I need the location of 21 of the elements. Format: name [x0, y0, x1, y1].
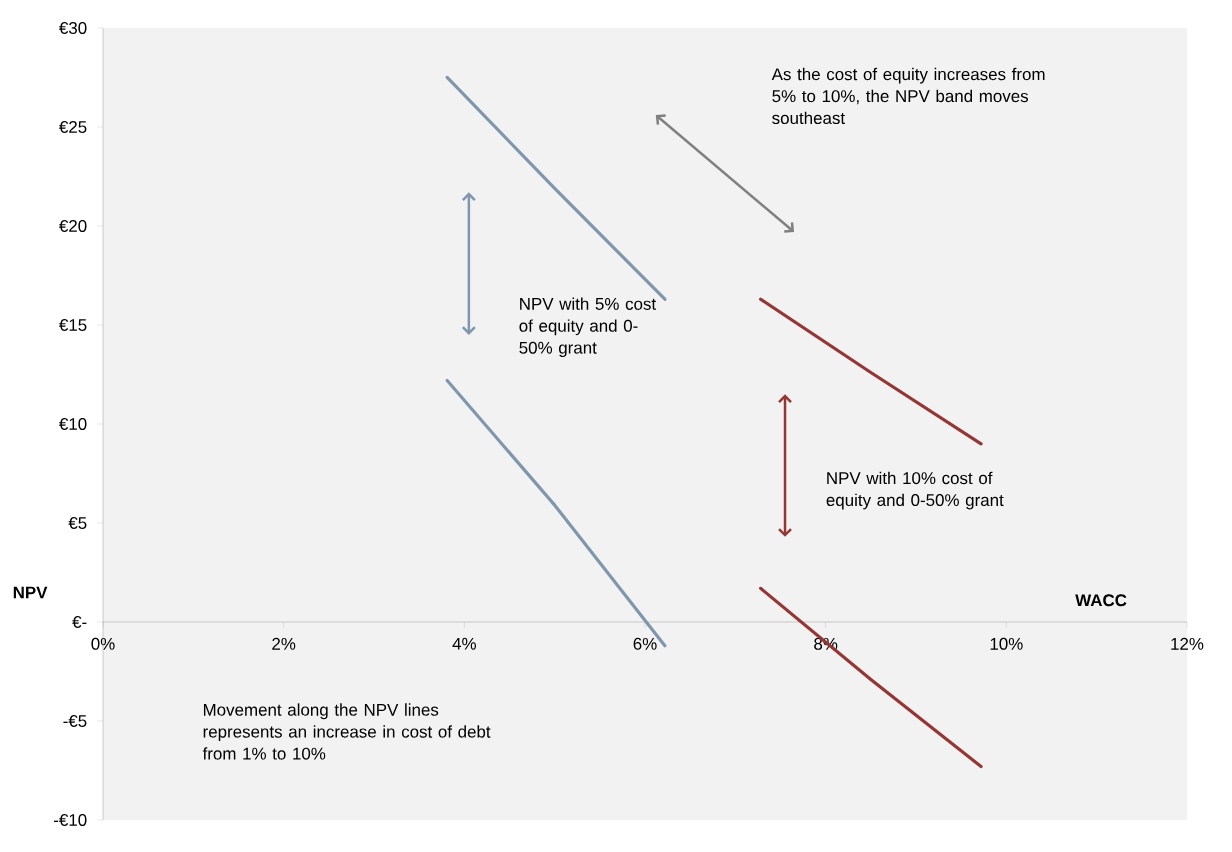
y-tick-label: -€10 [54, 813, 87, 826]
y-tick-label: €25 [59, 120, 87, 133]
y-tick-label: €30 [59, 21, 87, 34]
x-axis-title: WACC [1075, 594, 1127, 607]
annotation: NPV with 10% cost of equity and 0-50% grant [826, 471, 1004, 510]
x-tick-label: 2% [272, 637, 296, 650]
y-tick-label: €20 [59, 219, 87, 232]
annotation: As the cost of equity increases from 5% to 10%, the NPV band moves southeast [771, 67, 1045, 125]
annotation: Movement along the NPV lines represents an increase in cost of debt from 1% to 10% [202, 703, 491, 760]
y-axis-title: NPV [13, 586, 48, 599]
x-tick-label: 0% [91, 637, 115, 650]
y-tick-label: €15 [59, 318, 87, 331]
x-tick-label: 6% [633, 637, 657, 650]
y-tick-label: €10 [59, 417, 87, 430]
y-tick-label: €5 [68, 516, 87, 529]
x-tick-label: 12% [1171, 637, 1204, 650]
y-tick-label: -€5 [63, 714, 87, 727]
x-tick-label: 4% [452, 637, 476, 650]
y-tick-label: €- [72, 615, 87, 628]
x-tick-label: 10% [990, 637, 1023, 650]
annotation: NPV with 5% cost of equity and 0-50% grant [519, 297, 656, 358]
